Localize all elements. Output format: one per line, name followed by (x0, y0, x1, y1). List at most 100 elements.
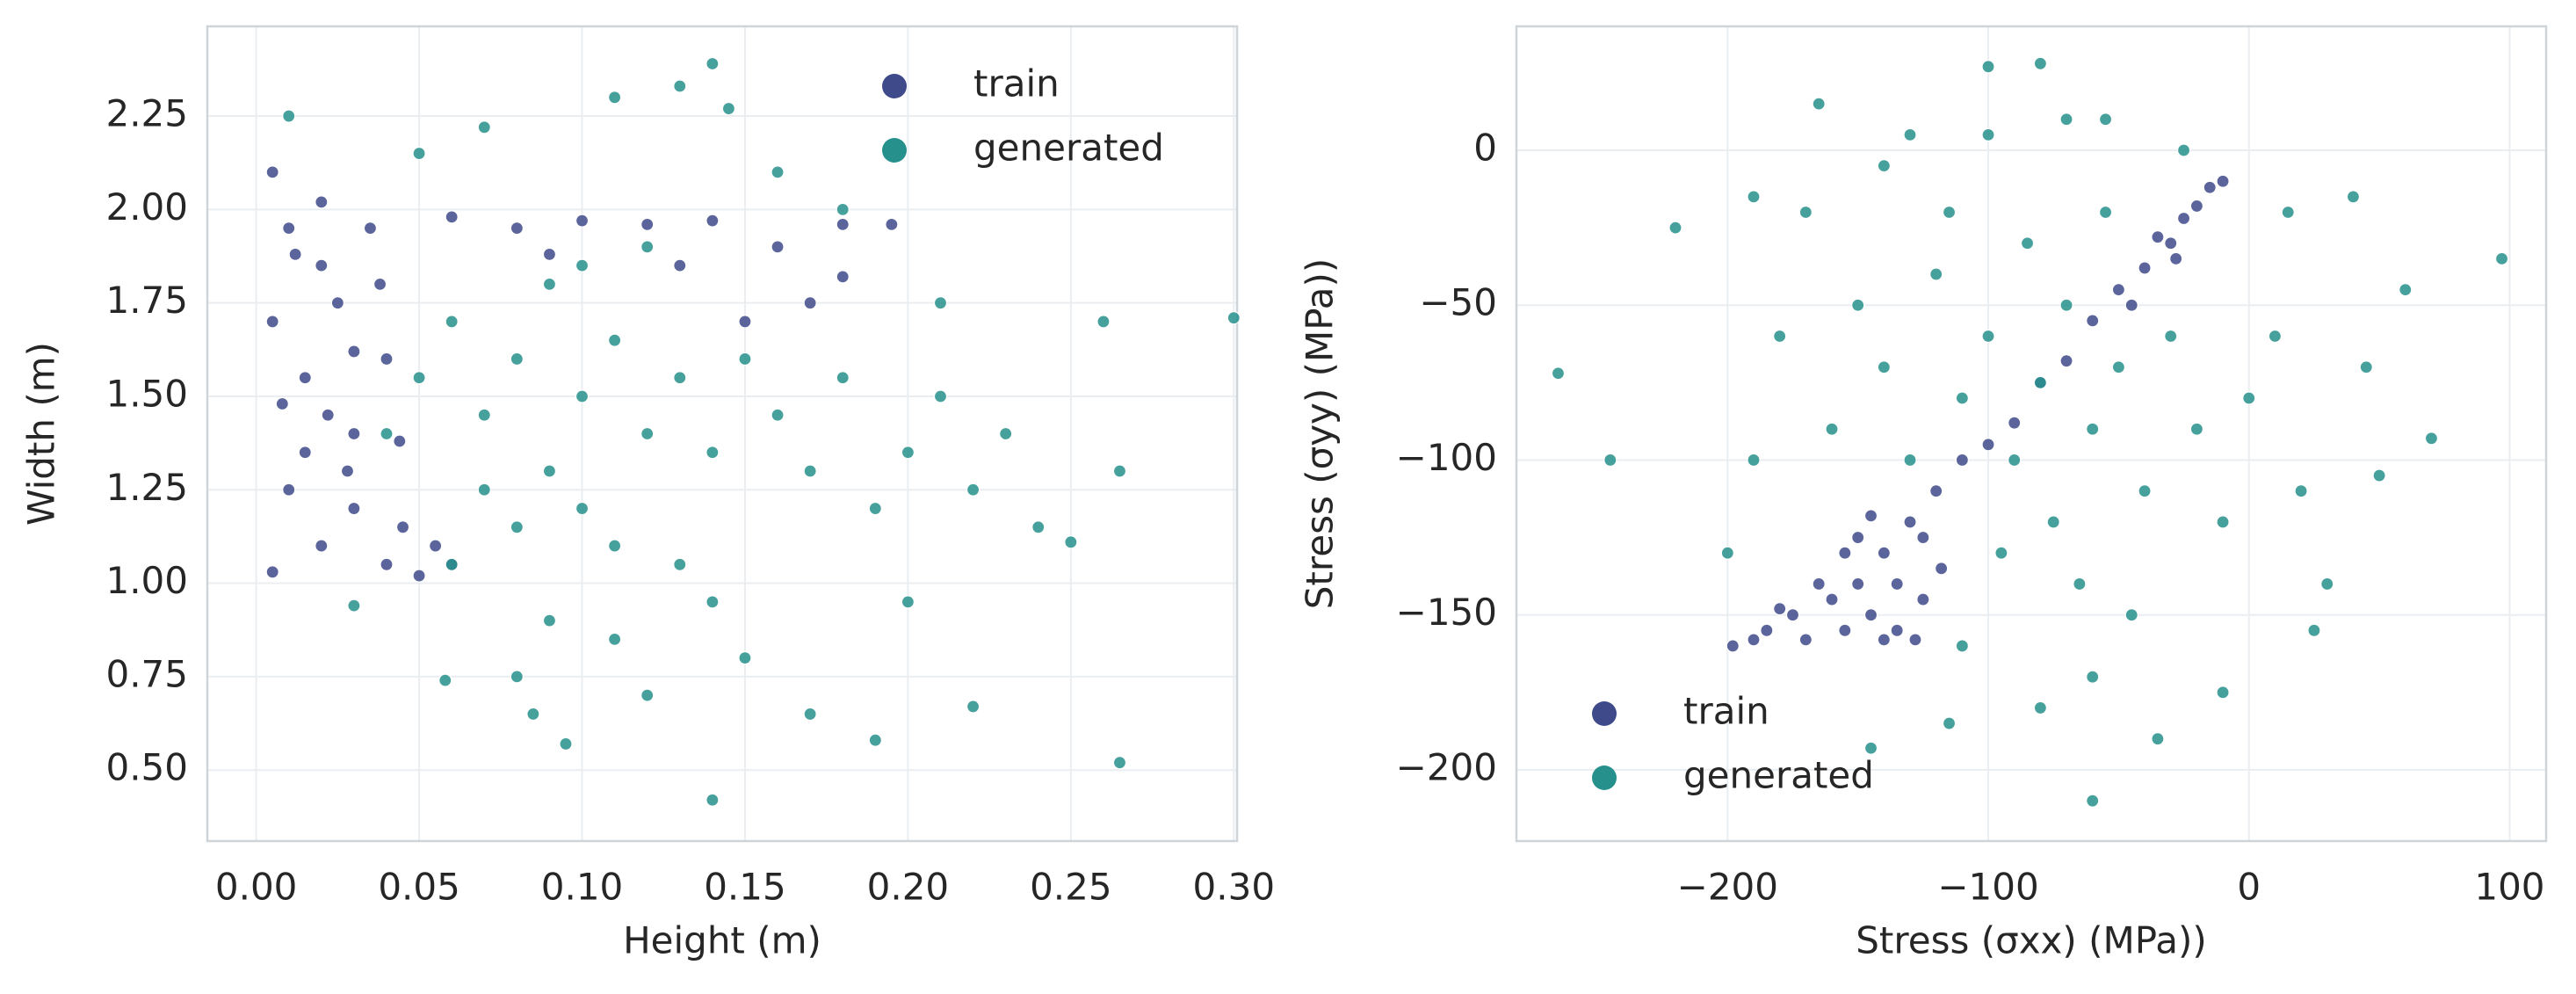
point (1838, 546, 1852, 560)
point (640, 240, 655, 254)
point (1877, 159, 1891, 173)
legend-marker (882, 74, 907, 98)
point (1031, 520, 1046, 534)
point (2176, 211, 2191, 226)
y-tick-label: 2.00 (105, 185, 188, 229)
point (1994, 546, 2008, 560)
point (901, 595, 915, 609)
x-tick-label: −200 (1677, 866, 1778, 909)
point (412, 569, 426, 583)
point (282, 482, 296, 497)
point (510, 520, 524, 534)
point (706, 793, 720, 807)
point (1851, 577, 1865, 591)
point (315, 539, 329, 553)
point (2164, 329, 2178, 344)
y-tick-label: 2.25 (105, 92, 188, 135)
point (445, 557, 459, 571)
point (2111, 360, 2125, 374)
point (1112, 464, 1127, 478)
point (1981, 60, 1995, 74)
point (2151, 230, 2165, 244)
point (673, 371, 687, 385)
point (2059, 298, 2073, 312)
point (999, 426, 1013, 441)
legend-label: train (1683, 690, 1769, 733)
plot-area (207, 26, 1237, 841)
point (885, 217, 899, 231)
point (1747, 633, 1761, 647)
x-tick-label: −100 (1937, 866, 2038, 909)
x-tick-label: 0.10 (541, 866, 624, 909)
point (2294, 484, 2308, 498)
point (2124, 298, 2138, 312)
point (1838, 623, 1852, 637)
point (1929, 267, 1943, 281)
point (347, 501, 361, 516)
point (771, 240, 785, 254)
point (373, 277, 387, 292)
point (1812, 577, 1826, 591)
point (966, 482, 980, 497)
point (575, 389, 590, 403)
axes-frame (1515, 25, 2548, 843)
point (2281, 205, 2295, 220)
point (542, 464, 557, 478)
point (738, 651, 752, 665)
point (282, 221, 296, 236)
point (347, 426, 361, 441)
point (265, 165, 279, 179)
point (1668, 221, 1682, 235)
point (803, 464, 817, 478)
point (1877, 633, 1891, 647)
point (1863, 608, 1878, 622)
point (2073, 577, 2087, 591)
point (1903, 453, 1917, 468)
point (1863, 741, 1878, 755)
point (315, 195, 329, 209)
point (836, 371, 850, 385)
point (2033, 700, 2047, 715)
point (429, 539, 443, 553)
point (933, 389, 948, 403)
point (1785, 608, 1800, 622)
legend-marker (882, 138, 907, 163)
point (575, 501, 590, 516)
point (1942, 716, 1957, 730)
point (1747, 453, 1761, 468)
point (380, 352, 394, 366)
point (275, 396, 289, 411)
point (966, 700, 980, 714)
point (2098, 205, 2113, 220)
point (1877, 546, 1891, 560)
point (2086, 422, 2100, 436)
point (510, 670, 524, 684)
point (330, 296, 344, 310)
point (640, 688, 655, 702)
point (868, 501, 882, 516)
point (673, 557, 687, 571)
point (340, 464, 355, 478)
point (1942, 205, 1957, 220)
point (380, 426, 394, 441)
point (1851, 530, 1865, 545)
y-tick-label: 0.50 (105, 746, 188, 789)
point (2346, 190, 2361, 204)
point (2320, 577, 2334, 591)
point (1760, 623, 1774, 637)
point (673, 79, 687, 93)
point (2216, 515, 2230, 529)
point (1890, 623, 1904, 637)
point (477, 482, 491, 497)
point (1877, 360, 1891, 374)
point (2008, 453, 2022, 468)
point (771, 165, 785, 179)
y-tick-label: −200 (1396, 745, 1497, 788)
point (2046, 515, 2060, 529)
y-tick-label: −100 (1396, 436, 1497, 479)
point (2424, 432, 2439, 446)
y-tick-label: 0.75 (105, 652, 188, 695)
point (706, 214, 720, 228)
x-tick-label: 0.25 (1030, 866, 1112, 909)
